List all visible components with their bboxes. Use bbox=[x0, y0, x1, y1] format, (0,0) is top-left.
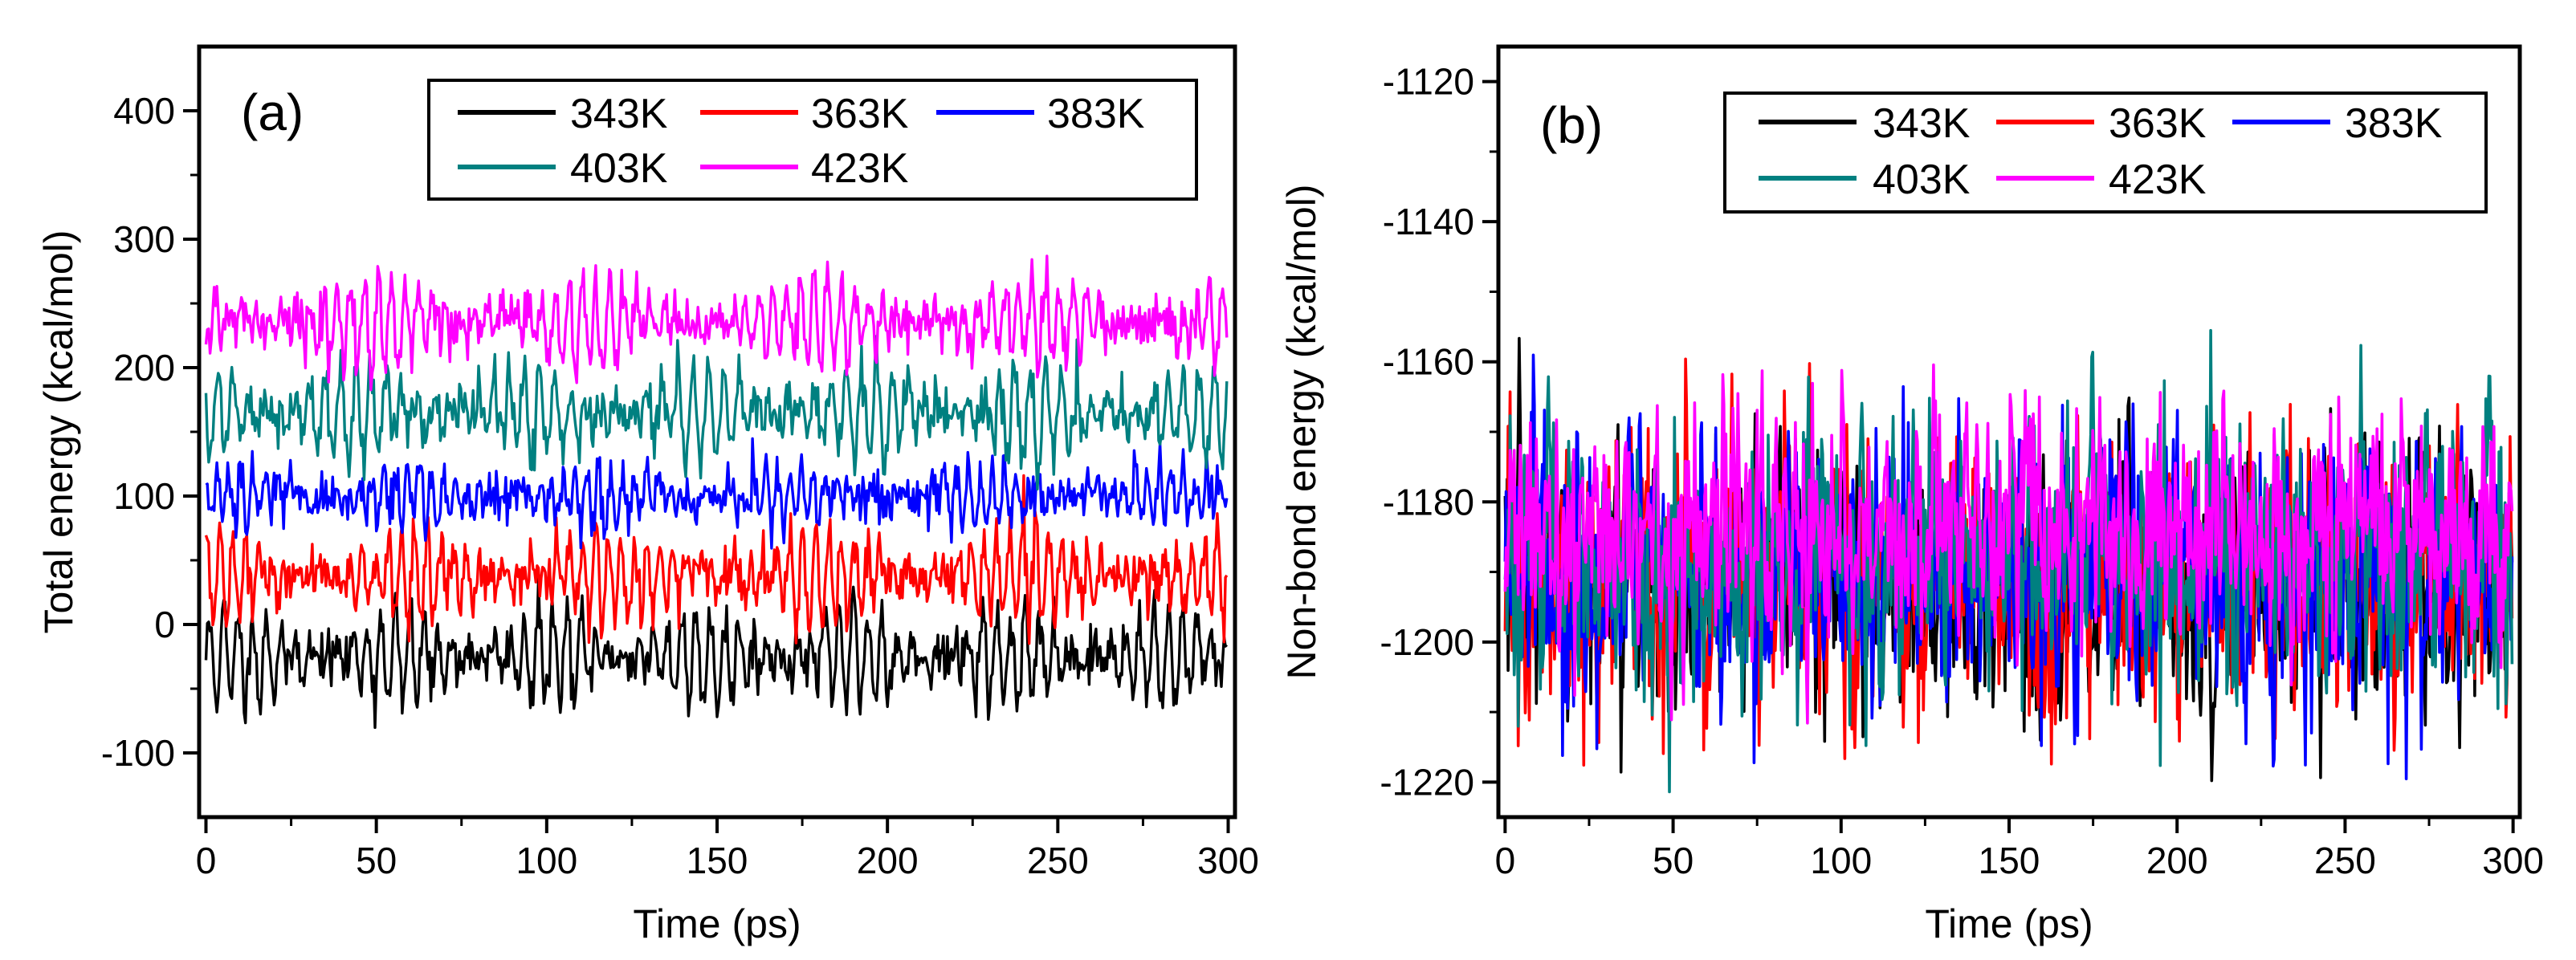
panel-b-legend-label-343k: 343K bbox=[1873, 100, 1971, 147]
panel-b-legend-label-423k: 423K bbox=[2109, 157, 2207, 203]
panel-a-legend-label-403k: 403K bbox=[570, 145, 668, 192]
panel-a-x-tick-label: 150 bbox=[687, 840, 748, 881]
panel-a-y-tick-label: 200 bbox=[113, 347, 175, 388]
panel-b-legend: 343K 363K 383K 403K 423K bbox=[1723, 92, 2488, 214]
panel-b-legend-label-363k: 363K bbox=[2109, 100, 2207, 147]
panel-a-x-tick-label: 300 bbox=[1197, 840, 1259, 881]
panel-a-y-ticks: -100 0 100 200 300 400 bbox=[101, 90, 199, 774]
panel-a-legend-label-423k: 423K bbox=[811, 145, 909, 192]
panel-a-y-tick-label: -100 bbox=[101, 732, 175, 774]
panel-a-legend-label-343k: 343K bbox=[570, 91, 668, 137]
panel-a-series-line-343k bbox=[204, 575, 1229, 730]
panel-b-label: (b) bbox=[1540, 96, 1603, 154]
panel-b-legend-label-383k: 383K bbox=[2345, 100, 2443, 147]
panel-a-y-tick-label: 100 bbox=[113, 475, 175, 517]
panel-b-x-tick-label: 300 bbox=[2482, 840, 2544, 881]
panel-b-legend-box bbox=[1723, 92, 2488, 214]
panel-a-legend-label-363k: 363K bbox=[811, 91, 909, 137]
panel-a-plot-lines bbox=[204, 254, 1229, 730]
panel-a-x-ticks: 0 50 100 150 200 250 300 bbox=[196, 817, 1259, 881]
panel-a-y-tick-label: 400 bbox=[113, 90, 175, 132]
panel-b-chart: 0 50 100 150 200 250 300 -1220-1200-1180-1160-… bbox=[1279, 44, 2544, 946]
panel-a-series-line-403k bbox=[204, 335, 1229, 491]
panel-b-x-tick-label: 150 bbox=[1979, 840, 2040, 881]
panel-a-y-tick-label: 300 bbox=[113, 218, 175, 260]
panel-b-x-tick-label: 0 bbox=[1495, 840, 1516, 881]
panel-a-x-tick-label: 0 bbox=[196, 840, 217, 881]
panel-a-series-line-383k bbox=[205, 437, 1229, 550]
panel-b-y-tick-label: -1120 bbox=[1383, 61, 1474, 103]
panel-a-legend-label-383k: 383K bbox=[1047, 91, 1145, 137]
panel-a-chart: 0 50 100 150 200 250 300 -100 0 100 200 300 400 (a)… bbox=[36, 44, 1259, 946]
panel-a-legend-box bbox=[427, 79, 1198, 201]
panel-a-label: (a) bbox=[241, 83, 304, 141]
panel-b-y-ticks: -1220 -1200 -1180 -1160 -1140 -1120 bbox=[1380, 61, 1498, 803]
panel-b-y-tick-label: -1180 bbox=[1383, 481, 1474, 523]
panel-b-x-tick-label: 100 bbox=[1810, 840, 1872, 881]
panel-b-y-tick-label: -1200 bbox=[1380, 621, 1474, 663]
panel-b-plot-lines bbox=[1503, 328, 2514, 794]
panel-b-y-tick-label: -1220 bbox=[1380, 761, 1474, 803]
panel-a-x-tick-label: 50 bbox=[356, 840, 397, 881]
panel-b-x-tick-label: 250 bbox=[2314, 840, 2376, 881]
panel-a-legend: 343K 363K 383K 403K 423K bbox=[427, 79, 1198, 201]
panel-a-y-tick-label: 0 bbox=[154, 604, 175, 645]
panel-b-x-tick-label: 200 bbox=[2146, 840, 2208, 881]
panel-a-x-tick-label: 100 bbox=[516, 840, 577, 881]
panel-b-y-tick-label: -1140 bbox=[1383, 201, 1474, 242]
panel-a-series-line-363k bbox=[204, 474, 1229, 645]
panel-a-x-tick-label: 200 bbox=[857, 840, 919, 881]
panel-a-y-axis-label: Total energy (kcal/mol) bbox=[36, 230, 81, 634]
panel-b-x-axis-label: Time (ps) bbox=[1925, 901, 2093, 946]
panel-b-y-tick-label: -1160 bbox=[1383, 341, 1474, 383]
panel-a-x-axis-label: Time (ps) bbox=[633, 901, 801, 946]
panel-a-series-line-423k bbox=[204, 254, 1229, 392]
panel-a-x-tick-label: 250 bbox=[1027, 840, 1089, 881]
panel-b-legend-label-403k: 403K bbox=[1873, 157, 1971, 203]
panel-b-series-line-423k bbox=[1503, 363, 2514, 725]
panel-b-y-axis-label: Non-bond energy (kcal/mol) bbox=[1279, 185, 1324, 680]
panel-b-x-ticks: 0 50 100 150 200 250 300 bbox=[1495, 817, 2544, 881]
panel-b-x-tick-label: 50 bbox=[1653, 840, 1694, 881]
